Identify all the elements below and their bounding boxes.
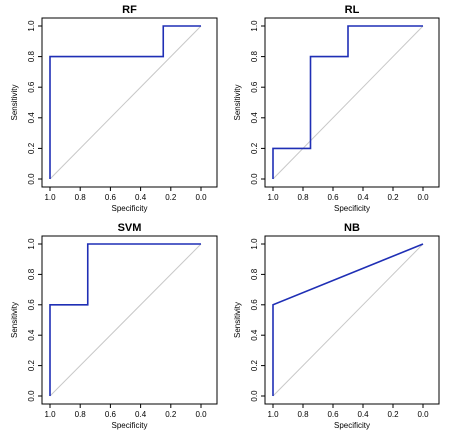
y-axis-label: Sensitivity (10, 84, 19, 120)
y-tick-label: 0.4 (250, 112, 259, 124)
panel-title: RF (122, 4, 137, 16)
roc-curve-line (272, 25, 423, 179)
x-tick-label: 0.8 (297, 410, 309, 419)
y-tick-label: 1.0 (250, 238, 259, 250)
roc-panel-rl: RL 1.0 0.8 0.6 0.4 0.2 0.0 0.0 0.2 0.4 0.6 0.8 1.0 Sp… (233, 4, 440, 213)
y-tick-label: 0.4 (27, 329, 36, 341)
y-tick-label: 0.0 (27, 390, 36, 402)
x-axis-label: Specificity (334, 204, 370, 213)
x-tick-label: 0.4 (135, 410, 147, 419)
roc-panel-rf: RF 1.0 0.8 0.6 0.4 0.2 0.0 0.0 0.2 0.4 0.6 0.8 1.0 Sp… (10, 4, 218, 213)
plot-frame (41, 235, 218, 405)
y-tick-label: 1.0 (27, 20, 36, 32)
roc-curve-line (49, 25, 201, 179)
y-tick-label: 0.6 (27, 81, 36, 93)
y-tick-label: 0.2 (27, 142, 36, 154)
x-tick-label: 1.0 (267, 193, 279, 202)
y-tick-label: 0.0 (27, 173, 36, 185)
y-tick-label: 0.4 (250, 329, 259, 341)
panel-title: NB (344, 222, 360, 234)
x-tick-label: 1.0 (44, 193, 56, 202)
y-tick-label: 0.0 (250, 390, 259, 402)
y-tick-label: 0.6 (250, 299, 259, 311)
x-tick-label: 0.0 (195, 193, 207, 202)
x-tick-label: 1.0 (267, 410, 279, 419)
panel-title: RL (345, 4, 360, 16)
y-tick-label: 1.0 (27, 238, 36, 250)
x-tick-label: 0.6 (327, 410, 339, 419)
y-tick-label: 0.2 (250, 142, 259, 154)
x-axis-label: Specificity (111, 421, 147, 430)
x-axis-label: Specificity (111, 204, 147, 213)
x-tick-label: 0.4 (357, 410, 369, 419)
panel-title: SVM (118, 222, 142, 234)
plot-frame (264, 235, 440, 405)
y-axis-label: Sensitivity (233, 302, 242, 338)
x-tick-label: 0.0 (417, 193, 429, 202)
roc-panel-svm: SVM 1.0 0.8 0.6 0.4 0.2 0.0 0.0 0.2 0.4 0.6 0.8 1.0 S… (10, 222, 218, 430)
y-tick-label: 0.8 (27, 50, 36, 62)
y-tick-label: 0.8 (27, 268, 36, 280)
x-tick-label: 0.4 (357, 193, 369, 202)
y-tick-label: 1.0 (250, 20, 259, 32)
x-tick-label: 0.2 (387, 193, 399, 202)
y-tick-label: 0.8 (250, 50, 259, 62)
roc-panel-nb: NB 1.0 0.8 0.6 0.4 0.2 0.0 0.0 0.2 0.4 0.6 0.8 1.0 Sp… (233, 222, 440, 430)
reference-diagonal-line (49, 25, 202, 180)
plot-frame (41, 17, 218, 188)
y-tick-label: 0.4 (27, 112, 36, 124)
reference-diagonal-line (272, 243, 424, 397)
x-axis-label: Specificity (334, 421, 370, 430)
roc-curve-line (49, 243, 201, 396)
x-tick-label: 0.2 (165, 193, 177, 202)
reference-diagonal-line (272, 25, 424, 180)
x-tick-label: 0.8 (75, 410, 87, 419)
x-tick-label: 0.6 (105, 410, 117, 419)
y-axis-label: Sensitivity (233, 84, 242, 120)
x-tick-label: 0.0 (195, 410, 207, 419)
x-tick-label: 0.2 (165, 410, 177, 419)
x-tick-label: 0.0 (417, 410, 429, 419)
x-tick-label: 1.0 (44, 410, 56, 419)
roc-curve-line (272, 243, 424, 396)
x-tick-label: 0.8 (297, 193, 309, 202)
y-tick-label: 0.6 (250, 81, 259, 93)
y-tick-label: 0.6 (27, 299, 36, 311)
y-axis-label: Sensitivity (10, 302, 19, 338)
x-tick-label: 0.8 (75, 193, 87, 202)
x-tick-label: 0.2 (387, 410, 399, 419)
y-tick-label: 0.0 (250, 173, 259, 185)
x-tick-label: 0.4 (135, 193, 147, 202)
y-tick-label: 0.8 (250, 268, 259, 280)
x-tick-label: 0.6 (105, 193, 117, 202)
y-tick-label: 0.2 (250, 359, 259, 371)
x-tick-label: 0.6 (327, 193, 339, 202)
plot-frame (264, 17, 440, 188)
y-tick-label: 0.2 (27, 359, 36, 371)
reference-diagonal-line (49, 243, 202, 397)
